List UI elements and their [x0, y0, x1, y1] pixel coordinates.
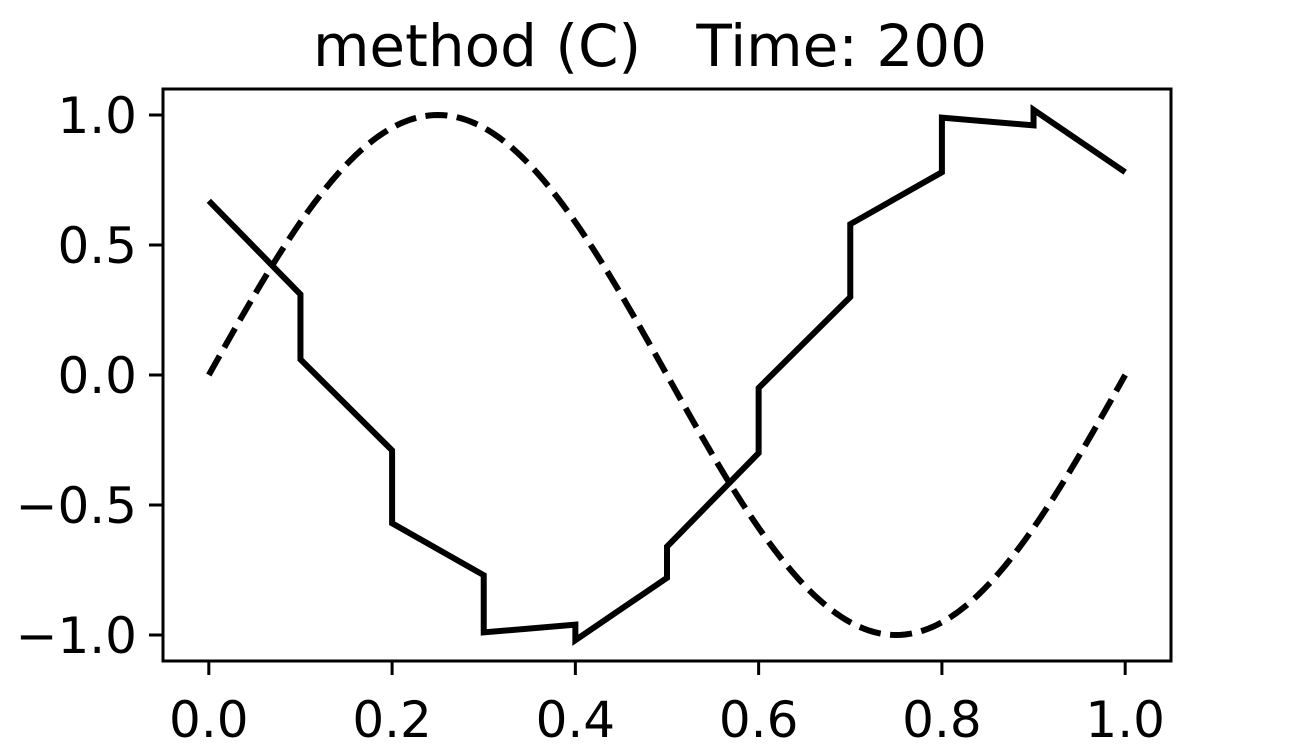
- y-tick-label: 0.0: [57, 347, 137, 405]
- x-tick-label: 0.2: [352, 691, 432, 744]
- x-tick-label: 0.4: [536, 691, 616, 744]
- x-tick-label: 1.0: [1085, 691, 1165, 744]
- y-tick-label: 0.5: [57, 217, 137, 275]
- series-line-dashed: [206, 111, 1128, 639]
- y-axis: 1.0 0.5 0.0 −0.5 −1.0: [16, 87, 163, 665]
- y-tick-label: −0.5: [16, 477, 137, 535]
- x-tick-label: 0.0: [169, 691, 249, 744]
- chart-title: method (C) Time: 200: [313, 12, 987, 80]
- x-tick-label: 0.6: [719, 691, 799, 744]
- y-tick-label: −1.0: [16, 607, 137, 665]
- y-tick-label: 1.0: [57, 87, 137, 145]
- x-axis: 0.0 0.2 0.4 0.6 0.8 1.0: [169, 661, 1165, 744]
- x-tick-label: 0.8: [902, 691, 982, 744]
- plot-area: [206, 104, 1128, 646]
- series-line-solid: [206, 104, 1127, 646]
